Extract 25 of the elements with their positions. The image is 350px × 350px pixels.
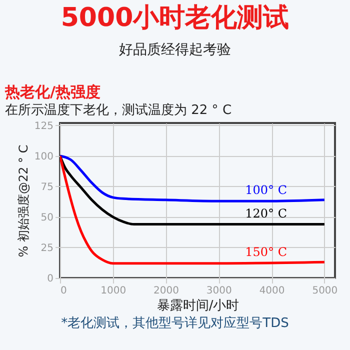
line-series [60,154,326,202]
series-label: 120° C [245,206,287,220]
x-tick-label: 2000 [154,286,179,296]
series-label: 100° C [245,183,287,198]
y-tick-label: 75 [40,182,54,193]
y-tick-label: 50 [40,212,54,224]
y-tick-label: 125 [34,120,54,132]
x-axis-title: 暴露时间/小时 [156,298,240,314]
line-series [60,154,326,265]
chart-subtitle: 好品质经得起考验 [119,42,231,58]
text: 热老化/热强度 [4,83,100,101]
x-tick-label: 4000 [259,286,285,296]
series-label: 150° C [245,245,287,260]
text: 在所示温度下老化，测试温度为 22 ° C [5,102,232,118]
text: *老化测试，其他型号详见对应型号TDS [61,315,289,331]
chart-title: 5000小时老化测试 [60,3,290,33]
x-tick-label: 0 [60,286,67,296]
x-tick-label: 5000 [312,286,338,296]
line-series [60,154,326,226]
y-tick-label: 100 [34,151,54,162]
y-axis-title: % 初始强度@22 ° C [16,144,30,258]
y-tick-label: 0 [47,274,54,284]
x-tick-label: 1000 [100,286,126,296]
x-tick-label: 3000 [206,286,232,296]
y-tick-label: 25 [40,242,54,254]
